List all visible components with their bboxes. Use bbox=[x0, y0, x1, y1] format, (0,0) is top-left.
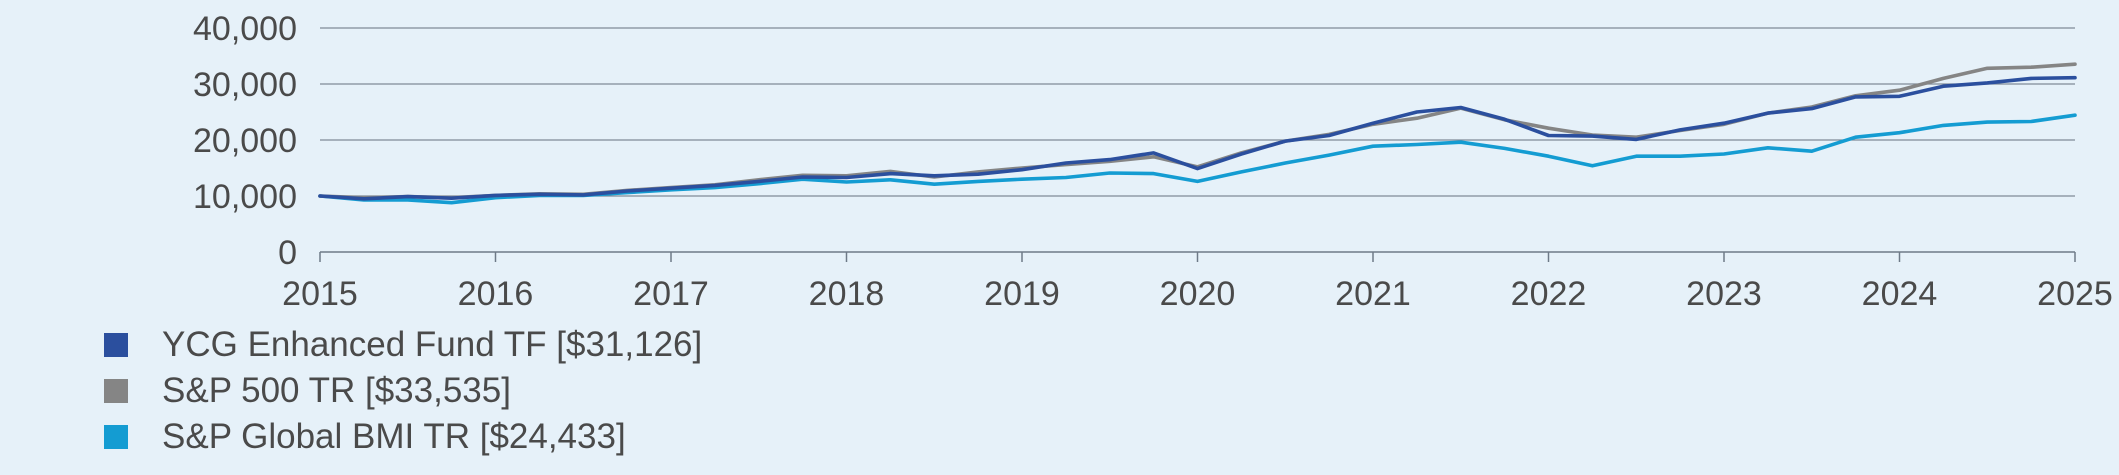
x-tick-label: 2018 bbox=[809, 275, 885, 313]
x-tick-label: 2024 bbox=[1862, 275, 1938, 313]
y-tick-label: 40,000 bbox=[193, 10, 297, 48]
series-line-2 bbox=[318, 113, 2077, 205]
legend-item-sp-global-bmi: S&P Global BMI TR [$24,433] bbox=[104, 414, 702, 460]
legend-swatch-sp-500 bbox=[104, 379, 128, 403]
x-tick-label: 2016 bbox=[458, 275, 534, 313]
y-tick-label: 30,000 bbox=[193, 66, 297, 104]
x-tick-label: 2015 bbox=[282, 275, 358, 313]
y-tick-label: 10,000 bbox=[193, 178, 297, 216]
y-tick-label: 0 bbox=[278, 234, 297, 272]
legend-item-sp-500: S&P 500 TR [$33,535] bbox=[104, 368, 702, 414]
x-tick-label: 2017 bbox=[633, 275, 709, 313]
legend-item-ycg-enhanced-fund: YCG Enhanced Fund TF [$31,126] bbox=[104, 322, 702, 368]
x-tick-label: 2023 bbox=[1686, 275, 1762, 313]
legend-swatch-sp-global-bmi bbox=[104, 425, 128, 449]
y-tick-label: 20,000 bbox=[193, 122, 297, 160]
legend-label-ycg-enhanced-fund: YCG Enhanced Fund TF [$31,126] bbox=[162, 325, 703, 364]
chart-legend: YCG Enhanced Fund TF [$31,126] S&P 500 T… bbox=[104, 322, 702, 460]
x-tick-label: 2022 bbox=[1511, 275, 1587, 313]
x-tick-label: 2021 bbox=[1335, 275, 1411, 313]
legend-label-sp-global-bmi: S&P Global BMI TR [$24,433] bbox=[162, 417, 626, 456]
series-line-0 bbox=[318, 75, 2077, 201]
x-tick-label: 2019 bbox=[984, 275, 1060, 313]
x-tick-label: 2020 bbox=[1160, 275, 1236, 313]
chart-plot-area: 0 10,000 20,000 30,000 40,000 2015 2016 2017 201… bbox=[193, 10, 2113, 313]
legend-swatch-ycg-enhanced-fund bbox=[104, 333, 128, 357]
x-tick-label: 2025 bbox=[2037, 275, 2113, 313]
legend-label-sp-500: S&P 500 TR [$33,535] bbox=[162, 371, 511, 410]
